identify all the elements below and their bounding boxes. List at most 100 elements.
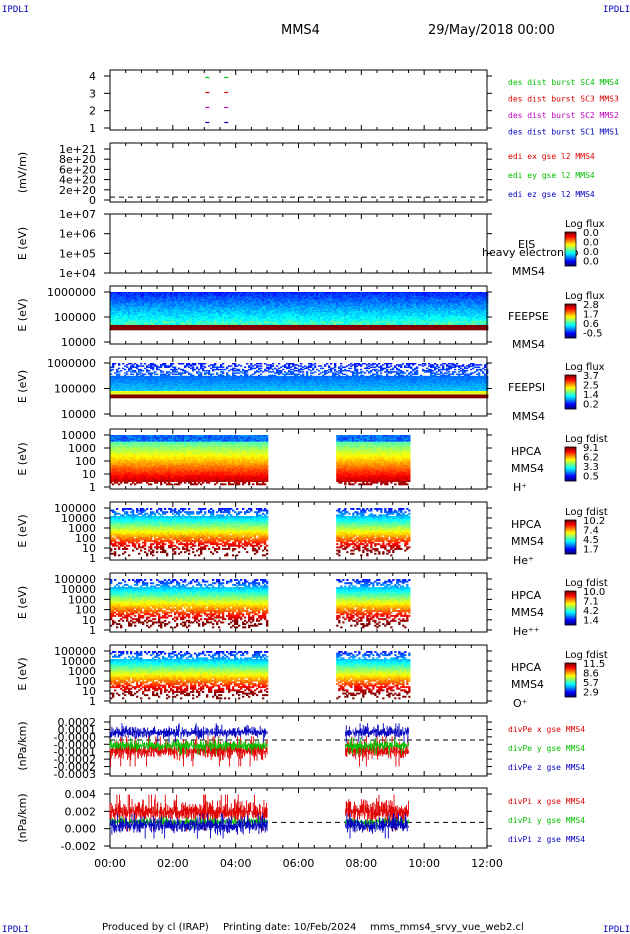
spectrogram-cell — [280, 305, 283, 308]
spectrogram-cell — [254, 326, 257, 328]
spectrogram-cell — [192, 312, 195, 314]
spectrogram-cell — [134, 293, 137, 295]
spectrogram-cell — [196, 328, 199, 331]
spectrogram-cell — [266, 297, 269, 299]
spectrogram-cell — [212, 298, 215, 300]
spectrogram-cell — [226, 297, 229, 299]
spectrogram-cell — [136, 314, 139, 317]
spectrogram-cell — [128, 302, 131, 304]
spectrogram-cell — [254, 302, 257, 304]
spectrogram-cell — [148, 322, 151, 324]
spectrogram-cell — [152, 297, 155, 299]
spectrogram-cell — [216, 328, 219, 331]
spectrogram-cell — [176, 312, 179, 314]
spectrogram-cell — [190, 307, 193, 309]
spectrogram-cell — [220, 309, 223, 312]
spectrogram-cell — [126, 293, 129, 295]
colorbar-step — [565, 242, 576, 244]
spectrogram-cell — [156, 305, 159, 308]
spectrogram-cell — [294, 312, 297, 314]
spectrogram-cell — [150, 292, 153, 294]
spectrogram-cell — [238, 299, 241, 302]
spectrogram-cell — [284, 314, 287, 317]
spectrogram-cell — [276, 312, 279, 314]
spectrogram-cell — [246, 318, 249, 321]
spectrogram-cell — [166, 327, 169, 330]
spectrogram-cell — [220, 328, 223, 331]
spectrogram-cell — [250, 295, 253, 298]
spectrogram-cell — [162, 302, 165, 304]
spectrogram-cell — [216, 295, 219, 298]
spectrogram-cell — [166, 314, 169, 317]
spectrogram-cell — [148, 319, 151, 322]
spectrogram-cell — [124, 303, 127, 305]
spectrogram-cell — [252, 314, 255, 317]
spectrogram-cell — [126, 321, 129, 323]
legend-entry: des dist burst SC3 MMS3 — [508, 95, 619, 104]
spectrogram-cell — [124, 326, 127, 328]
spectrogram-cell — [266, 303, 269, 305]
spectrogram-cell — [256, 314, 259, 317]
spectrogram-cell — [242, 323, 245, 326]
spectrogram-cell — [124, 328, 127, 331]
spectrogram-cell — [136, 293, 139, 295]
spectrogram-cell — [262, 292, 265, 294]
spectrogram-cell — [164, 305, 167, 308]
spectrogram-cell — [220, 318, 223, 321]
spectrogram-cell — [224, 294, 227, 297]
spectrogram-cell — [206, 313, 209, 316]
spectrogram-cell — [228, 292, 231, 294]
spectrogram-cell — [142, 308, 145, 311]
spectrogram-cell — [210, 322, 213, 324]
spectrogram-cell — [114, 309, 117, 312]
spectrogram-cell — [156, 303, 159, 305]
spectrogram-cell — [196, 317, 199, 319]
spectrogram-cell — [254, 294, 257, 297]
spectrogram-cell — [110, 298, 113, 300]
spectrogram-cell — [188, 298, 191, 300]
spectrogram-cell — [110, 304, 113, 307]
spectrogram-cell — [180, 316, 183, 318]
spectrogram-cell — [234, 302, 237, 304]
spectrogram-cell — [238, 326, 241, 328]
spectrogram-cell — [146, 311, 149, 313]
spectrogram-cell — [232, 304, 235, 307]
spectrogram-cell — [284, 308, 287, 311]
spectrogram-cell — [122, 304, 125, 307]
spectrogram-cell — [154, 318, 157, 321]
spectrogram-cell — [168, 318, 171, 321]
spectrogram-cell — [116, 292, 119, 294]
spectrogram-cell — [196, 322, 199, 324]
spectrogram-cell — [200, 322, 203, 324]
spectrogram-cell — [200, 312, 203, 314]
spectrogram-cell — [232, 298, 235, 300]
spectrogram-cell — [162, 299, 165, 302]
spectrogram-cell — [206, 311, 209, 313]
spectrogram-cell — [194, 302, 197, 304]
spectrogram-cell — [190, 292, 193, 294]
spectrogram-cell — [166, 318, 169, 321]
spectrogram-cell — [188, 300, 191, 303]
spectrogram-cell — [214, 303, 217, 305]
spectrogram-cell — [270, 321, 273, 323]
spectrogram-cell — [188, 328, 191, 331]
spectrogram-cell — [228, 313, 231, 316]
spectrogram-cell — [174, 328, 177, 331]
spectrogram-cell — [136, 297, 139, 299]
spectrogram-cell — [248, 304, 251, 307]
spectrogram-cell — [220, 304, 223, 307]
spectrogram-cell — [140, 314, 143, 317]
spectrogram-cell — [294, 298, 297, 300]
spectrogram-cell — [292, 292, 295, 294]
spectrogram-cell — [144, 324, 147, 327]
spectrogram-cell — [148, 308, 151, 311]
spectrogram-cell — [202, 322, 205, 324]
spectrogram-cell — [168, 323, 171, 326]
spectrogram-cell — [132, 298, 135, 300]
spectrogram-cell — [252, 319, 255, 322]
spectrogram-cell — [182, 304, 185, 307]
spectrogram-cell — [164, 307, 167, 309]
spectrogram-cell — [128, 313, 131, 316]
spectrogram-cell — [110, 311, 113, 313]
spectrogram-cell — [150, 321, 153, 323]
